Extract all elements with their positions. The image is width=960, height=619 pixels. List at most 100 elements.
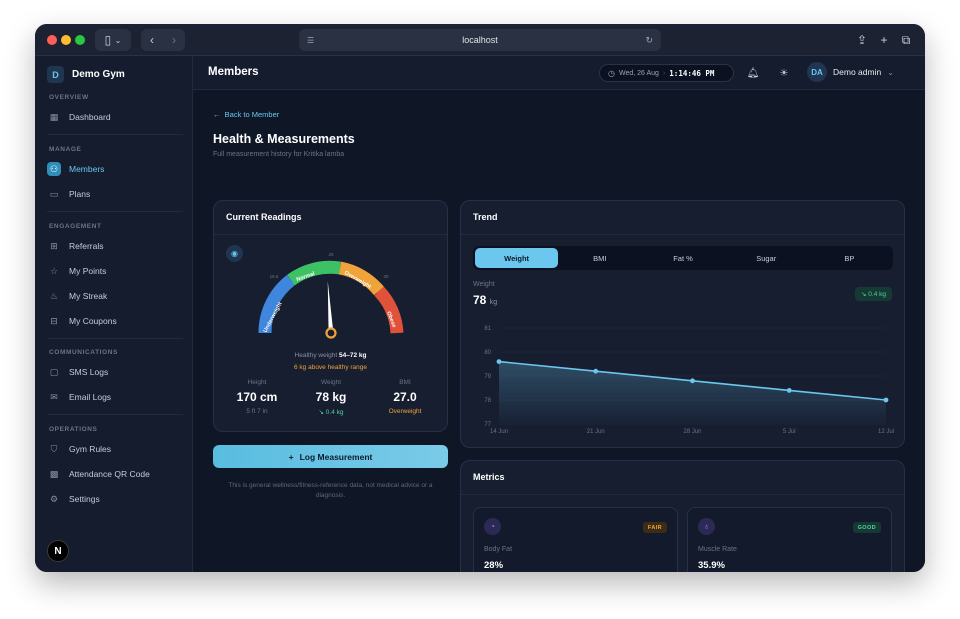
tab-bmi[interactable]: BMI: [593, 253, 607, 263]
status-badge: FAIR: [642, 522, 667, 533]
current-readings-card: Current Readings ◉ Underweight Normal Ov…: [213, 200, 448, 432]
chart-point[interactable]: [786, 388, 792, 393]
sidebar-item-gym-rules[interactable]: ⛉ Gym Rules: [47, 440, 183, 458]
sidebar-item-settings[interactable]: ⚙ Settings: [47, 490, 183, 508]
sidebar-item-attendance-qr-code[interactable]: ▩ Attendance QR Code: [47, 465, 183, 483]
sidebar-item-label: My Points: [69, 266, 107, 276]
tab-fat[interactable]: Fat %: [673, 253, 693, 263]
sidebar-item-my-points[interactable]: ☆ My Points: [47, 262, 183, 280]
gauge-tick-18-5: 18.5: [270, 274, 279, 279]
card-icon: ▭: [49, 188, 59, 199]
sidebar-item-label: Attendance QR Code: [69, 469, 150, 479]
stat-label: Height: [247, 379, 267, 386]
sidebar-toggle-button[interactable]: ▯ ⌄: [95, 29, 131, 51]
weight-trend-chart: 81 80 79 78 77 14 Jun 21 Jun 28 Jun 5 Jul 12 Jul: [484, 326, 894, 435]
brand[interactable]: D Demo Gym: [47, 66, 125, 83]
sidebar-item-referrals[interactable]: ⊞ Referrals: [47, 237, 183, 255]
trend-metric-value: 78 kg: [473, 293, 497, 307]
close-window-button[interactable]: [47, 35, 57, 45]
brand-name: Demo Gym: [72, 69, 125, 80]
tab-bp[interactable]: BP: [844, 253, 855, 263]
ticket-icon: ⊟: [50, 315, 58, 326]
page-settings-icon: ☰: [307, 35, 315, 45]
back-link-label: Back to Member: [224, 110, 280, 119]
new-tab-button[interactable]: +: [880, 33, 888, 47]
chart-point[interactable]: [883, 397, 889, 403]
sidebar-item-my-streak[interactable]: ♨ My Streak: [47, 287, 183, 305]
gauge-needle: [327, 281, 334, 334]
sidebar-item-label: Plans: [69, 189, 91, 199]
framework-logo[interactable]: N: [47, 540, 69, 562]
sidebar-item-my-coupons[interactable]: ⊟ My Coupons: [47, 312, 183, 330]
address-bar[interactable]: ☰ localhost ↻: [299, 29, 661, 51]
log-measurement-label: Log Measurement: [299, 451, 373, 462]
x-tick-label: 5 Jul: [783, 429, 796, 435]
sidebar-item-sms-logs[interactable]: ▢ SMS Logs: [47, 363, 183, 381]
message-icon: ▢: [49, 366, 59, 377]
zoom-window-button[interactable]: [75, 35, 85, 45]
grid-icon: ▦: [49, 111, 59, 122]
sidebar-panel-icon: ▯: [104, 33, 112, 47]
card-divider: [214, 234, 447, 235]
sidebar-item-label: My Coupons: [69, 316, 117, 326]
gauge-tick-30: 30: [383, 274, 389, 279]
chart-point[interactable]: [496, 359, 502, 364]
minimize-window-button[interactable]: [61, 35, 71, 45]
section-label-manage: MANAGE: [49, 146, 82, 153]
chart-point[interactable]: [690, 378, 695, 384]
bell-icon[interactable]: 🔔︎: [746, 67, 760, 79]
metric-card-muscle-rate[interactable]: ♁ GOOD Muscle Rate 35.9%: [687, 507, 892, 572]
star-icon: ☆: [49, 265, 59, 276]
datetime-display: ◷ Wed, 26 Aug › 1:14:46 PM: [599, 64, 734, 82]
stat-value: 27.0: [393, 390, 417, 404]
share-button[interactable]: ⇪: [856, 33, 868, 47]
plus-icon: +: [288, 451, 294, 462]
back-to-member-link[interactable]: ← Back to Member: [213, 110, 279, 119]
chevron-down-icon: ⌄: [114, 35, 122, 45]
trend-metric-label: Weight: [473, 281, 495, 288]
eye-icon[interactable]: ◉: [226, 245, 243, 262]
x-tick-label: 14 Jun: [490, 429, 508, 435]
date-text: Wed, 26 Aug: [618, 69, 659, 77]
tab-overview-button[interactable]: ⧉: [901, 32, 911, 47]
gauge-label-obese: Obese: [385, 311, 397, 329]
sidebar-item-email-logs[interactable]: ✉ Email Logs: [47, 388, 183, 406]
y-tick-label: 79: [484, 374, 491, 380]
brand-badge: D: [47, 66, 64, 83]
trend-value-number: 78: [473, 293, 487, 307]
metric-card-body-fat[interactable]: ◔ FAIR Body Fat 28%: [473, 507, 678, 572]
page-subtitle: Full measurement history for Kritika lam…: [213, 151, 345, 158]
user-name: Demo admin: [833, 67, 882, 77]
y-tick-label: 78: [484, 398, 491, 404]
sidebar-item-label: Dashboard: [69, 112, 111, 122]
back-forward-group: ‹ ›: [141, 29, 185, 51]
chart-point[interactable]: [593, 368, 599, 374]
user-menu[interactable]: DA Demo admin ⌄: [807, 62, 894, 82]
browser-forward-button[interactable]: ›: [172, 33, 176, 47]
metrics-card: Metrics ◔ FAIR Body Fat 28% ♁ GOOD Muscl…: [460, 460, 905, 572]
muscle-icon: ♁: [698, 518, 715, 535]
sidebar-item-dashboard[interactable]: ▦ Dashboard: [47, 108, 183, 126]
browser-titlebar: ▯ ⌄ ‹ › ☰ localhost ↻ ⇪ + ⧉: [35, 24, 925, 56]
sidebar-item-label: Email Logs: [69, 392, 112, 402]
users-icon: ⚇: [47, 162, 61, 176]
stat-label: Weight: [320, 379, 342, 386]
theme-toggle-icon[interactable]: ☀: [779, 67, 789, 79]
gauge-segment-normal: [287, 260, 341, 286]
sidebar-item-label: Settings: [69, 494, 100, 504]
tab-weight[interactable]: Weight: [475, 248, 559, 268]
disclaimer: This is general wellness/fitness-referen…: [228, 482, 433, 499]
tab-sugar[interactable]: Sugar: [756, 253, 777, 263]
sidebar-item-plans[interactable]: ▭ Plans: [47, 185, 183, 203]
status-badge: GOOD: [852, 522, 881, 533]
gear-icon: ⚙: [49, 493, 59, 504]
metric-value: 35.9%: [698, 560, 725, 571]
sidebar-divider: [47, 134, 183, 135]
browser-back-button[interactable]: ‹: [150, 33, 154, 47]
log-measurement-button[interactable]: + Log Measurement: [213, 445, 448, 468]
metric-label: Body Fat: [484, 546, 513, 553]
stat-value: 78 kg: [315, 390, 347, 404]
main-content: ← Back to Member Health & Measurements F…: [193, 90, 925, 572]
reload-icon[interactable]: ↻: [645, 34, 653, 45]
sidebar-item-members[interactable]: ⚇ Members: [47, 160, 183, 178]
